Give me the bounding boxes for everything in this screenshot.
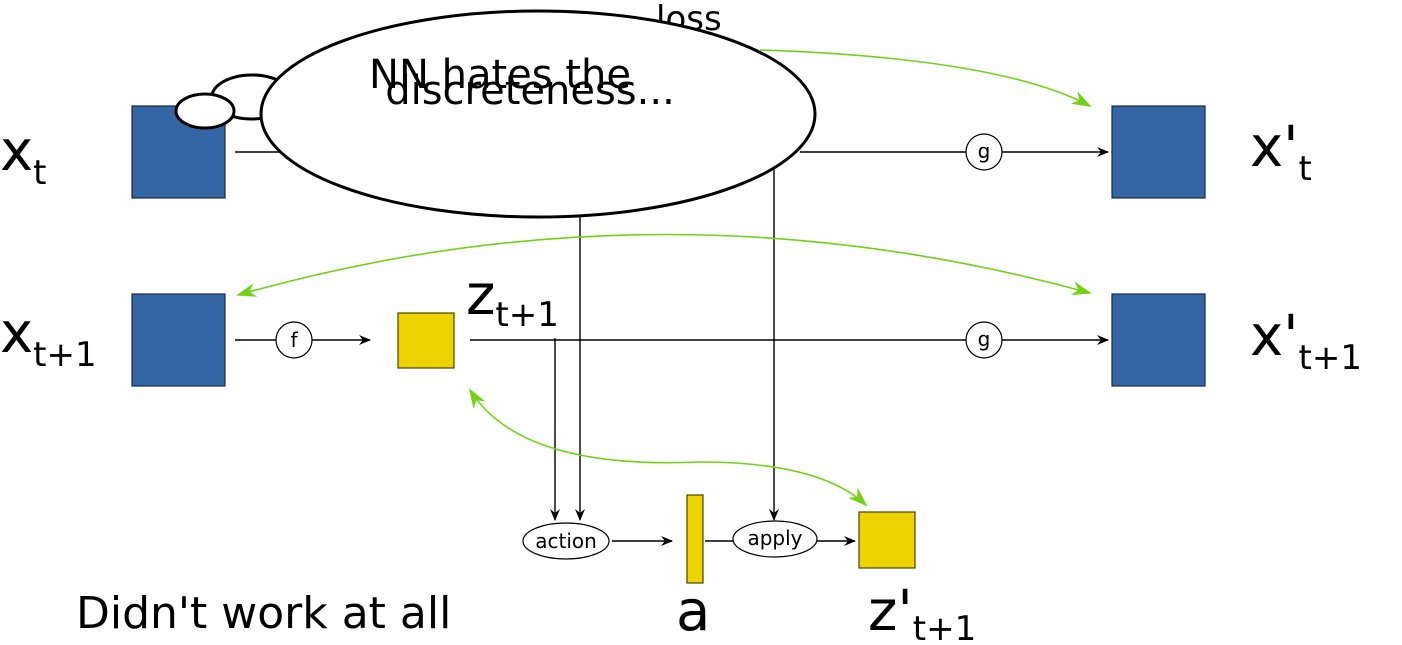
op-f-circle bbox=[275, 321, 313, 359]
op-g-bottom-label: g bbox=[978, 327, 991, 351]
thought-bubble: NN hates the discreteness... bbox=[174, 9, 817, 219]
box-x-t1 bbox=[131, 293, 226, 387]
op-g-top-circle bbox=[965, 133, 1003, 171]
op-action-label: action bbox=[535, 529, 597, 553]
loss-arrow-middle bbox=[236, 233, 1092, 297]
label-a: a bbox=[676, 579, 710, 644]
caption: Didn't work at all bbox=[76, 588, 451, 639]
box-xp-t1 bbox=[1111, 293, 1206, 387]
thought-bubble-small-2 bbox=[174, 92, 236, 130]
thought-bubble-line-1: NN hates the bbox=[369, 52, 631, 98]
op-action-ellipse bbox=[522, 522, 610, 560]
box-zp-t1 bbox=[858, 511, 916, 569]
label-x-t1: xt+1 bbox=[0, 301, 97, 375]
label-z-t1: zt+1 bbox=[466, 263, 559, 335]
op-g-top-label: g bbox=[978, 139, 991, 163]
thought-bubble-line-2: discreteness... bbox=[385, 68, 675, 114]
loss-arrow-bottom bbox=[468, 388, 868, 507]
box-xp-t bbox=[1111, 105, 1206, 199]
box-z-t1 bbox=[397, 312, 455, 369]
op-g-bottom-circle bbox=[965, 321, 1003, 359]
box-a bbox=[686, 494, 704, 584]
op-apply-ellipse bbox=[732, 520, 818, 558]
op-apply-label: apply bbox=[747, 526, 802, 550]
thought-bubble-main bbox=[259, 9, 817, 219]
op-f-label: f bbox=[290, 328, 298, 352]
label-xp-t: x't bbox=[1250, 115, 1312, 189]
label-zp-t1: z't+1 bbox=[868, 579, 976, 645]
label-x-t: xt bbox=[0, 119, 46, 193]
loss-arrow-top bbox=[759, 49, 1092, 107]
label-xp-t1: x't+1 bbox=[1250, 304, 1362, 378]
